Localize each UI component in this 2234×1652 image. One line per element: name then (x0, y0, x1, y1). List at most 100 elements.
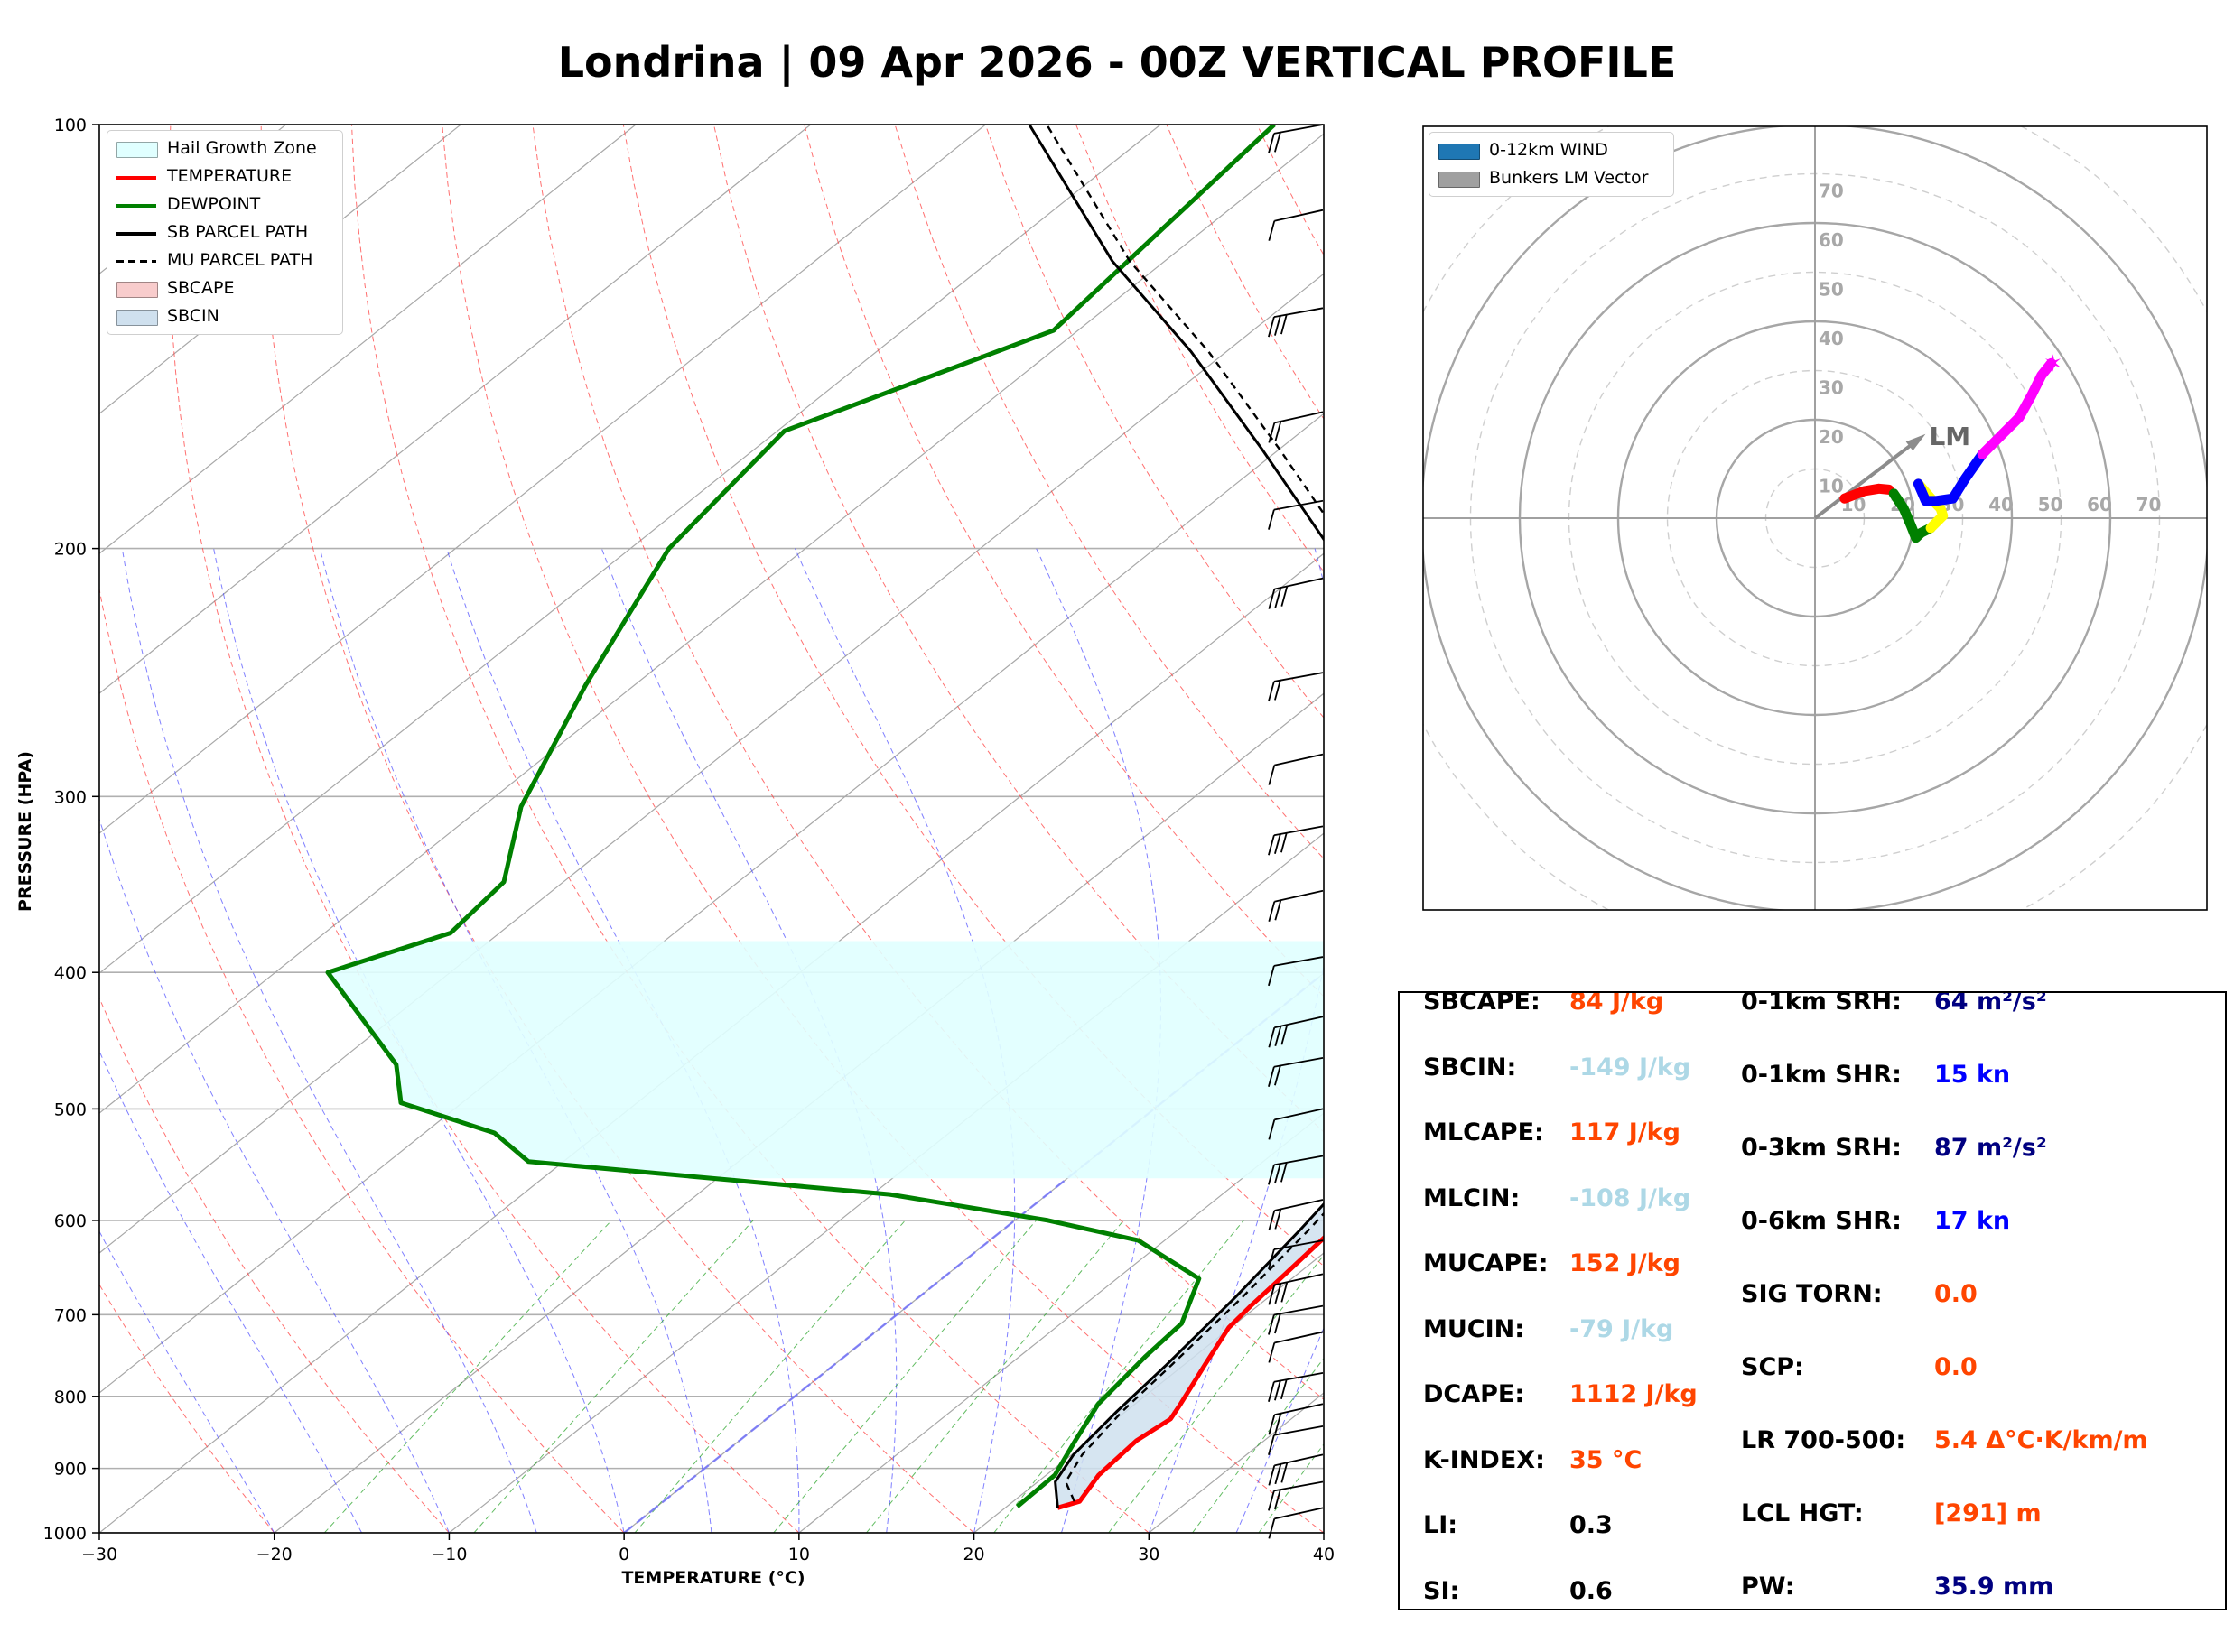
x-tick-label: 20 (963, 1545, 984, 1564)
barb-feather (1268, 1285, 1276, 1305)
barb-staff (1274, 1507, 1324, 1520)
legend-label: MU PARCEL PATH (167, 250, 313, 270)
skewt-fills (328, 941, 1324, 1508)
y-tick-label: 100 (54, 116, 87, 135)
wind-barb (1268, 307, 1324, 338)
dry-adiabat (99, 587, 625, 1533)
barb-feather (1274, 1489, 1281, 1510)
wind-barb (1268, 1480, 1324, 1511)
barb-feather (1268, 1490, 1275, 1511)
moist-adiabat (99, 1050, 363, 1533)
barb-staff (1273, 499, 1324, 511)
wind-barb (1268, 1372, 1324, 1403)
isotherm (99, 552, 1324, 1533)
barb-feather (1274, 1463, 1282, 1485)
x-tick-label: 40 (1313, 1545, 1335, 1564)
barb-staff (1274, 1016, 1324, 1029)
y-tick-label: 1000 (43, 1524, 87, 1544)
bunkers-lm-label: LM (1929, 422, 1970, 451)
legend-label: DEWPOINT (167, 194, 261, 214)
dry-adiabat (99, 997, 450, 1533)
wind-barbs (1268, 124, 1324, 1539)
index-value: 152 J/kg (1569, 1249, 1680, 1277)
barb-feather (1268, 1165, 1275, 1185)
moist-adiabat (1148, 548, 1324, 1533)
barb-feather (1268, 220, 1276, 241)
legend-swatch (116, 142, 158, 158)
hodograph-trace: LM ✶ (1813, 350, 2062, 543)
moist-adiabat (1235, 1326, 1324, 1533)
isotherm (973, 1252, 1324, 1533)
isotherm (99, 125, 461, 414)
moist-adiabat (319, 548, 712, 1533)
barb-feather (1280, 586, 1289, 607)
hodo-ring-label: 50 (2038, 494, 2063, 515)
hodo-ring-label: 10 (1819, 476, 1844, 497)
x-axis-label: TEMPERATURE (°C) (621, 1568, 805, 1588)
legend-label: Hail Growth Zone (167, 138, 317, 158)
legend-label: 0-12km WIND (1489, 140, 1608, 160)
legend-swatch (1438, 172, 1480, 188)
index-value: -79 J/kg (1569, 1314, 1674, 1343)
barb-feather (1274, 1209, 1282, 1230)
wind-barb (1268, 1403, 1324, 1435)
isotherm (99, 125, 1161, 974)
bunkers-lm-vector (1813, 438, 1920, 520)
barb-feather (1280, 313, 1288, 335)
wind-barb (1268, 956, 1324, 987)
moist-adiabat (99, 1230, 275, 1533)
x-tick-label: −30 (81, 1545, 117, 1564)
barb-feather (1274, 1313, 1281, 1334)
barb-feather (1274, 132, 1281, 153)
wind-barb (1268, 672, 1324, 702)
index-name: PW: (1741, 1573, 1795, 1601)
wind-barb (1268, 753, 1324, 785)
moist-adiabat (99, 817, 450, 1533)
legend-label: Bunkers LM Vector (1489, 168, 1649, 188)
index-value: 1112 J/kg (1569, 1380, 1698, 1408)
hodo-segment (1839, 483, 1894, 504)
index-name: LCL HGT: (1741, 1499, 1864, 1527)
y-tick-label: 600 (54, 1211, 87, 1231)
index-value: [291] m (1934, 1499, 2042, 1527)
index-value: -149 J/kg (1569, 1053, 1691, 1081)
wind-barb (1268, 825, 1324, 856)
mixing-ratio-line (634, 1220, 906, 1533)
index-name: LR 700-500: (1741, 1426, 1906, 1454)
barb-staff (1273, 1155, 1324, 1166)
barb-feather (1268, 1314, 1275, 1335)
moist-adiabat (600, 548, 898, 1533)
index-value: -108 J/kg (1569, 1183, 1691, 1212)
hodo-segment (1913, 449, 1987, 506)
sb-parcel-path-line (1028, 125, 1324, 1508)
legend-swatch (116, 310, 158, 326)
dry-adiabat (167, 125, 800, 1533)
mixing-ratio-line (1108, 1254, 1324, 1533)
y-tick-label: 900 (54, 1460, 87, 1480)
barb-staff (1274, 1199, 1324, 1211)
index-name: SBCAPE: (1423, 991, 1541, 1016)
wind-barb (1268, 1108, 1324, 1140)
barb-feather (1268, 1415, 1276, 1435)
barb-staff (1273, 1425, 1324, 1436)
barb-feather (1268, 1026, 1276, 1048)
barb-feather (1280, 831, 1288, 853)
index-name: DCAPE: (1423, 1380, 1525, 1408)
barb-feather (1268, 834, 1275, 856)
index-value: 17 kn (1934, 1207, 2011, 1235)
dewpoint-line (325, 125, 1276, 1508)
barb-feather (1268, 1066, 1275, 1087)
barb-staff (1274, 1453, 1324, 1467)
barb-feather (1274, 900, 1282, 921)
wind-barb (1268, 1155, 1324, 1185)
barb-feather (1274, 1283, 1282, 1304)
barb-staff (1273, 1057, 1324, 1068)
wind-barb (1268, 411, 1324, 443)
index-value: 0.0 (1934, 1280, 1978, 1308)
barb-feather (1274, 315, 1281, 336)
barb-staff (1274, 209, 1324, 222)
barb-feather (1274, 1065, 1281, 1086)
sbcin-area (1055, 1203, 1324, 1508)
barb-staff (1273, 124, 1324, 135)
